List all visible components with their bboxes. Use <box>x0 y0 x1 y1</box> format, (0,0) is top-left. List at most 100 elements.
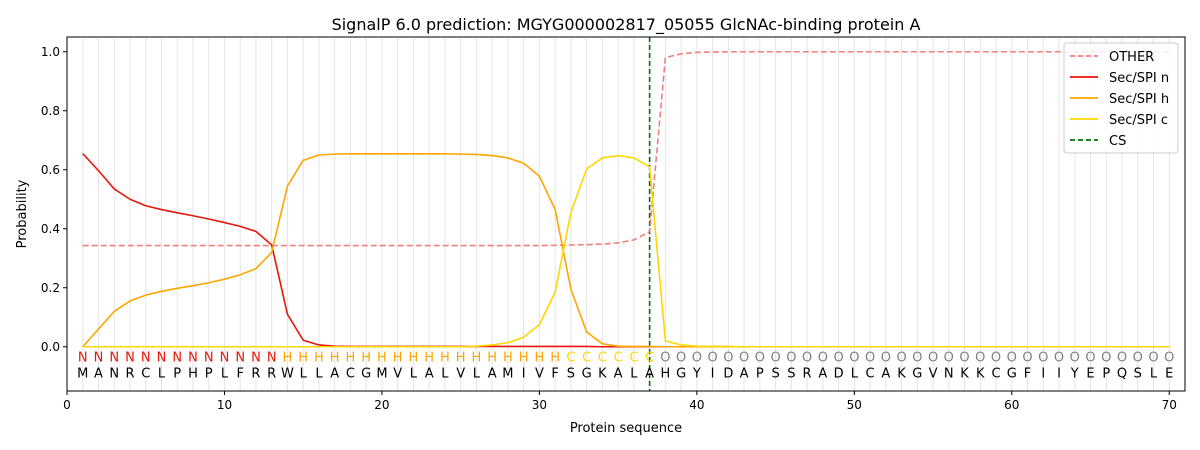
region-label: O <box>928 351 938 366</box>
region-label: O <box>849 351 859 366</box>
residue-letter: I <box>1041 367 1045 382</box>
region-label: O <box>944 351 954 366</box>
residue-letter: P <box>1102 367 1110 382</box>
residue-letter: I <box>522 367 526 382</box>
residue-letter: R <box>251 367 260 382</box>
region-label: H <box>298 351 308 366</box>
region-label: H <box>361 351 371 366</box>
residue-letter: F <box>1024 367 1031 382</box>
region-label: O <box>865 351 875 366</box>
region-label: O <box>1101 351 1111 366</box>
residue-letter: A <box>645 367 654 382</box>
residue-letter: S <box>567 367 575 382</box>
region-label: N <box>157 351 167 366</box>
x-tick-label: 40 <box>689 398 704 412</box>
residue-letter: L <box>1150 367 1158 382</box>
region-label: O <box>676 351 686 366</box>
legend-label: Sec/SPI n <box>1109 71 1169 86</box>
y-tick-label: 0.2 <box>41 281 60 295</box>
region-label: H <box>535 351 545 366</box>
residue-letter: E <box>1165 367 1173 382</box>
residue-letter: M <box>77 367 88 382</box>
residue-letter: V <box>929 367 938 382</box>
residue-letter: L <box>315 367 323 382</box>
residue-letter: A <box>94 367 103 382</box>
region-label: N <box>267 351 277 366</box>
y-tick-label: 1.0 <box>41 45 60 59</box>
residue-letter: A <box>330 367 339 382</box>
residue-letter: V <box>393 367 402 382</box>
region-label: C <box>614 351 623 366</box>
grid-lines <box>82 37 1170 391</box>
region-label: N <box>125 351 135 366</box>
residue-letter: M <box>502 367 513 382</box>
region-label: C <box>598 351 607 366</box>
region-label: O <box>1022 351 1032 366</box>
region-label: O <box>1054 351 1064 366</box>
region-label: N <box>220 351 230 366</box>
residue-letter: P <box>173 367 181 382</box>
residue-letter: N <box>109 367 119 382</box>
residue-letter: A <box>818 367 827 382</box>
y-axis-label: Probability <box>15 179 30 248</box>
residue-letter: A <box>881 367 890 382</box>
y-tick-label: 0.6 <box>41 163 60 177</box>
residue-letter: L <box>300 367 308 382</box>
residue-letter: C <box>992 367 1001 382</box>
region-label: H <box>424 351 434 366</box>
residue-letter: E <box>1086 367 1094 382</box>
region-label: N <box>109 351 119 366</box>
residue-letter: G <box>1007 367 1017 382</box>
region-label: H <box>346 351 356 366</box>
region-label: O <box>818 351 828 366</box>
legend-label: Sec/SPI h <box>1109 92 1169 107</box>
legend-label: OTHER <box>1109 50 1154 65</box>
region-label: C <box>629 351 638 366</box>
x-tick-label: 50 <box>847 398 862 412</box>
region-label: O <box>1117 351 1127 366</box>
x-tick-label: 10 <box>217 398 232 412</box>
region-label: H <box>550 351 560 366</box>
region-label: O <box>1148 351 1158 366</box>
residue-letter: K <box>976 367 985 382</box>
region-label: O <box>896 351 906 366</box>
residue-letter: A <box>425 367 434 382</box>
region-label: N <box>251 351 261 366</box>
region-label: O <box>786 351 796 366</box>
region-label: O <box>959 351 969 366</box>
residue-letter: S <box>771 367 779 382</box>
region-label: H <box>456 351 466 366</box>
region-label: O <box>1070 351 1080 366</box>
residue-letter: Y <box>1070 367 1079 382</box>
region-label: O <box>707 351 717 366</box>
series-line-1 <box>82 152 1170 348</box>
region-label: O <box>692 351 702 366</box>
region-label: C <box>566 351 575 366</box>
residue-letter: H <box>188 367 198 382</box>
residue-letter: P <box>205 367 213 382</box>
region-label: H <box>409 351 419 366</box>
residue-letter: S <box>787 367 795 382</box>
residue-letter: M <box>376 367 387 382</box>
legend: OTHER Sec/SPI n Sec/SPI h Sec/SPI c CS <box>1063 42 1179 154</box>
region-label: H <box>487 351 497 366</box>
region-label: O <box>975 351 985 366</box>
region-label: O <box>660 351 670 366</box>
residue-letter: S <box>1134 367 1142 382</box>
residue-letter: V <box>456 367 465 382</box>
residue-letter: Q <box>1117 367 1127 382</box>
region-label: O <box>1085 351 1095 366</box>
x-tick-label: 60 <box>1004 398 1019 412</box>
region-label: H <box>393 351 403 366</box>
region-label: O <box>770 351 780 366</box>
residue-letter: A <box>614 367 623 382</box>
legend-label: CS <box>1109 134 1126 149</box>
region-label: H <box>377 351 387 366</box>
residue-letter: D <box>723 367 733 382</box>
region-label: C <box>645 351 654 366</box>
residue-letter: D <box>834 367 844 382</box>
residue-letter: C <box>141 367 150 382</box>
region-label: N <box>188 351 198 366</box>
residue-letter: I <box>1057 367 1061 382</box>
region-label: N <box>94 351 104 366</box>
